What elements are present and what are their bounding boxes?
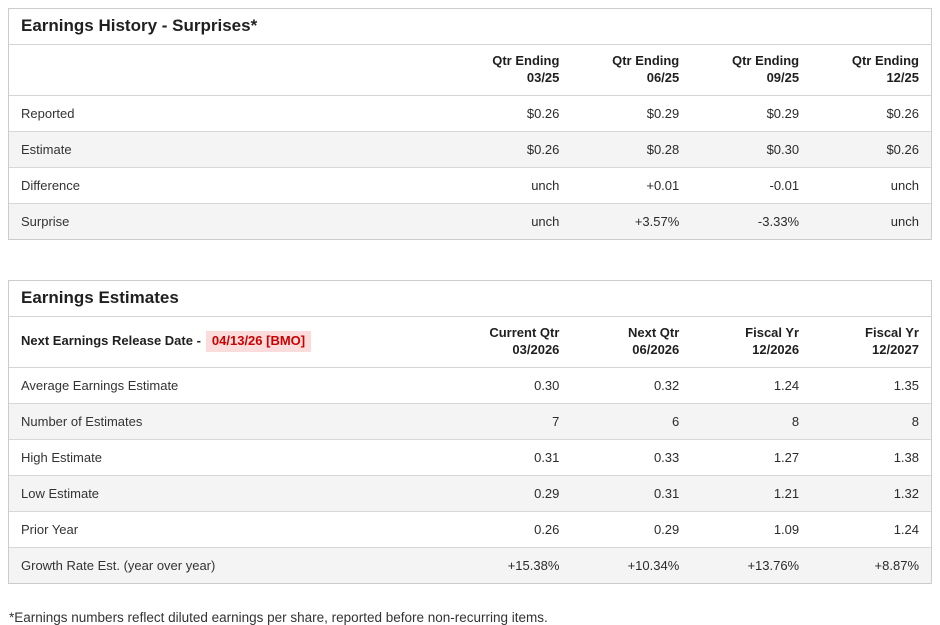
column-header-line2: 12/2026 (752, 341, 800, 357)
cell-value: +10.34% (627, 557, 680, 573)
next-earnings-release-cell: Next Earnings Release Date -04/13/26 [BM… (9, 316, 452, 368)
row-label: Average Earnings Estimate (9, 367, 452, 404)
cell-value: $0.26 (451, 95, 572, 132)
column-header-line2: 09/25 (766, 69, 800, 85)
column-header: Fiscal Yr 12/2027 (811, 316, 931, 368)
column-header: Qtr Ending 12/25 (811, 45, 931, 96)
cell-value: $0.29 (691, 95, 812, 132)
row-label: Number of Estimates (9, 403, 452, 440)
table-row-difference: Difference unch +0.01 -0.01 unch (9, 167, 931, 204)
cell-value: 8 (691, 403, 812, 440)
table-row-growth-rate: Growth Rate Est. (year over year) +15.38… (9, 547, 931, 583)
cell-value: 1.38 (811, 439, 931, 476)
cell-value: 0.29 (451, 475, 572, 512)
cell-value: 0.26 (451, 511, 572, 548)
cell-value: unch (451, 167, 572, 204)
row-label: Estimate (9, 131, 452, 168)
row-label: Surprise (21, 213, 70, 229)
earnings-history-title: Earnings History - Surprises* (9, 9, 931, 45)
cell-value: 8 (811, 403, 931, 440)
cell-value: 1.32 (811, 475, 931, 512)
table-row-prior-year: Prior Year 0.26 0.29 1.09 1.24 (9, 511, 931, 548)
table-row-number-of-estimates: Number of Estimates 7 6 8 8 (9, 403, 931, 440)
cell-value: 0.33 (571, 439, 692, 476)
row-label: Reported (9, 95, 452, 132)
cell-value: unch (531, 213, 560, 229)
empty-header-cell (9, 45, 452, 96)
cell-value: unch (890, 213, 919, 229)
row-label: Difference (9, 167, 452, 204)
cell-value: 1.09 (691, 511, 812, 548)
cell-value: -3.33% (757, 213, 800, 229)
column-header: Fiscal Yr 12/2026 (691, 316, 812, 368)
cell-value: $0.28 (571, 131, 692, 168)
earnings-history-card: Earnings History - Surprises* Qtr Ending… (8, 8, 932, 240)
table-row-high-estimate: High Estimate 0.31 0.33 1.27 1.38 (9, 439, 931, 476)
table-row-surprise: Surprise unch +3.57% -3.33% unch (9, 203, 931, 239)
row-label: Prior Year (9, 511, 452, 548)
table-row-reported: Reported $0.26 $0.29 $0.29 $0.26 (9, 95, 931, 132)
cell-value: 0.31 (571, 475, 692, 512)
column-header-line2: 03/2026 (512, 341, 560, 357)
cell-value: 0.30 (451, 367, 572, 404)
column-header-line1: Qtr Ending (612, 53, 680, 68)
cell-value: 0.32 (571, 367, 692, 404)
column-header: Next Qtr 06/2026 (571, 316, 692, 368)
cell-value: 6 (571, 403, 692, 440)
column-header-line2: 12/2027 (872, 341, 919, 357)
cell-value: -0.01 (691, 167, 812, 204)
cell-value: 1.21 (691, 475, 812, 512)
column-header: Qtr Ending 03/25 (451, 45, 572, 96)
column-header-line1: Qtr Ending (492, 53, 560, 68)
column-header-line2: 06/2026 (632, 341, 680, 357)
cell-value: +15.38% (507, 557, 560, 573)
column-header-line1: Qtr Ending (731, 53, 800, 68)
cell-value: 0.31 (451, 439, 572, 476)
column-header-line2: 03/25 (526, 69, 560, 85)
cell-value: 0.29 (571, 511, 692, 548)
table-row-estimate: Estimate $0.26 $0.28 $0.30 $0.26 (9, 131, 931, 168)
cell-value: +3.57% (634, 213, 680, 229)
cell-value: +0.01 (571, 167, 692, 204)
cell-value: 1.35 (811, 367, 931, 404)
cell-value: $0.26 (451, 131, 572, 168)
cell-value: +13.76% (747, 557, 800, 573)
column-header-line2: 12/25 (886, 69, 919, 85)
column-header: Qtr Ending 09/25 (691, 45, 812, 96)
cell-value: 1.27 (691, 439, 812, 476)
cell-value: 1.24 (811, 511, 931, 548)
column-header-line1: Next Qtr (627, 324, 680, 340)
cell-value: unch (811, 167, 931, 204)
table-row-low-estimate: Low Estimate 0.29 0.31 1.21 1.32 (9, 475, 931, 512)
earnings-estimates-title: Earnings Estimates (9, 281, 931, 317)
row-label: High Estimate (9, 439, 452, 476)
column-header: Current Qtr 03/2026 (451, 316, 572, 368)
column-header-line1: Fiscal Yr (745, 324, 800, 340)
row-label: Low Estimate (9, 475, 452, 512)
earnings-estimates-table: Next Earnings Release Date -04/13/26 [BM… (9, 316, 931, 583)
release-date-label: Next Earnings Release Date - (21, 333, 201, 349)
column-header-line1: Qtr Ending (851, 53, 919, 68)
cell-value: $0.26 (811, 95, 931, 132)
column-header-line2: 06/25 (646, 69, 680, 85)
cell-value: $0.30 (691, 131, 812, 168)
cell-value: 1.24 (691, 367, 812, 404)
cell-value: 7 (451, 403, 572, 440)
earnings-history-table: Qtr Ending 03/25 Qtr Ending 06/25 Qtr Endi… (9, 45, 931, 239)
cell-value: +8.87% (874, 557, 919, 573)
earnings-history-header-row: Qtr Ending 03/25 Qtr Ending 06/25 Qtr Endi… (9, 45, 931, 96)
earnings-estimates-card: Earnings Estimates Next Earnings Release… (8, 279, 932, 584)
earnings-footnote: *Earnings numbers reflect diluted earnin… (9, 609, 548, 625)
cell-value: $0.26 (811, 131, 931, 168)
table-row-average-earnings-estimate: Average Earnings Estimate 0.30 0.32 1.24… (9, 367, 931, 404)
column-header: Qtr Ending 06/25 (571, 45, 692, 96)
earnings-estimates-header-row: Next Earnings Release Date -04/13/26 [BM… (9, 316, 931, 368)
column-header-line1: Fiscal Yr (865, 324, 919, 340)
cell-value: $0.29 (571, 95, 692, 132)
column-header-line1: Current Qtr (489, 324, 560, 340)
release-date-badge: 04/13/26 [BMO] (205, 331, 312, 353)
row-label: Growth Rate Est. (year over year) (21, 557, 216, 573)
